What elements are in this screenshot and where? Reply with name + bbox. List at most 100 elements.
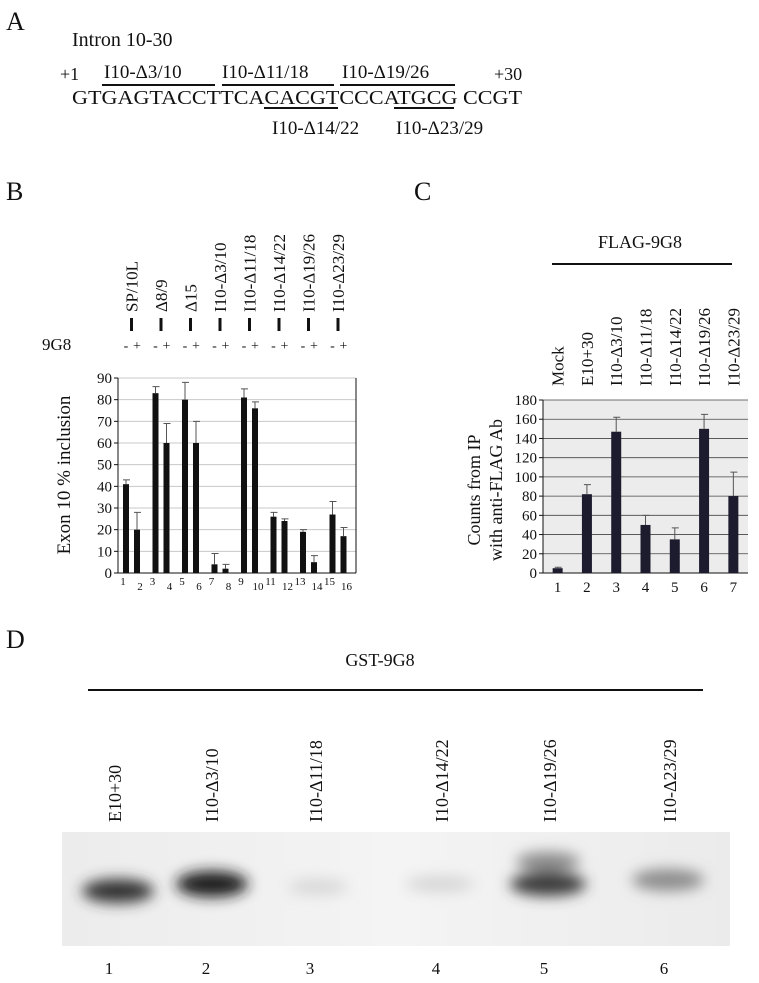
bar xyxy=(211,564,218,573)
x-tick-label: 1 xyxy=(554,580,562,596)
gel xyxy=(62,832,730,946)
group-label: Δ15 xyxy=(182,284,201,312)
bar xyxy=(241,397,247,573)
lane-number: 2 xyxy=(202,959,211,978)
x-tick-label: 4 xyxy=(642,580,650,596)
error-bar xyxy=(241,388,248,398)
x-tick-label: 1 xyxy=(120,576,126,588)
x-tick-label: 11 xyxy=(265,576,276,588)
lane-label: I10-Δ23/29 xyxy=(660,739,680,822)
x-tick-label: 6 xyxy=(700,580,708,596)
treatment: - xyxy=(242,339,247,354)
y-tick-label: 60 xyxy=(97,436,112,452)
bar xyxy=(581,494,592,573)
sample-label: I10-Δ3/10 xyxy=(607,317,626,386)
y-axis-label: Counts from IP xyxy=(464,434,484,545)
y-tick-label: 120 xyxy=(515,451,538,467)
treatment-label: 9G8 xyxy=(42,335,71,354)
y-tick-label: 80 xyxy=(97,393,112,409)
panel-label: D xyxy=(6,625,25,654)
y-tick-label: 140 xyxy=(515,431,538,447)
bar xyxy=(329,514,336,573)
lane-number: 6 xyxy=(660,959,669,978)
lane-number: 5 xyxy=(540,959,549,978)
error-bar xyxy=(152,386,160,394)
bar xyxy=(281,521,288,573)
error-bar xyxy=(583,484,591,495)
x-tick-label: 15 xyxy=(324,576,336,588)
y-axis-label: Exon 10 % inclusion xyxy=(54,395,75,554)
group-label: I10-Δ23/29 xyxy=(329,234,348,312)
x-tick-label: 7 xyxy=(209,576,215,588)
error-bar xyxy=(311,555,318,563)
y-tick-label: 10 xyxy=(97,544,112,560)
treatment: - xyxy=(301,339,306,354)
y-tick-label: 160 xyxy=(515,412,538,428)
error-bar xyxy=(123,479,130,485)
treatment: - xyxy=(153,339,158,354)
y-tick-label: 40 xyxy=(522,528,537,544)
treatment: + xyxy=(251,339,259,354)
y-tick-label: 90 xyxy=(97,371,112,387)
panel-label: B xyxy=(6,177,23,206)
sample-label: I10-Δ23/29 xyxy=(724,308,743,386)
x-tick-label: 6 xyxy=(196,581,202,593)
sample-label: E10+30 xyxy=(578,332,597,386)
treatment: - xyxy=(330,339,335,354)
y-tick-label: 60 xyxy=(522,508,537,524)
treatment: + xyxy=(281,339,289,354)
error-bar xyxy=(671,527,679,540)
error-bar xyxy=(270,511,278,517)
x-tick-label: 13 xyxy=(295,576,307,588)
error-bar xyxy=(182,381,189,400)
bar xyxy=(270,516,277,573)
error-bar xyxy=(613,416,621,432)
treatment: - xyxy=(183,339,188,354)
y-tick-label: 20 xyxy=(97,523,112,539)
x-tick-label: 9 xyxy=(238,576,244,588)
y-tick-label: 20 xyxy=(522,547,537,563)
gel-header: GST-9G8 xyxy=(345,650,414,670)
bar xyxy=(123,484,129,573)
y-tick-label: 30 xyxy=(97,501,112,517)
treatment: + xyxy=(340,339,348,354)
deletion-underlines xyxy=(102,84,455,109)
sequence-start: +1 xyxy=(60,64,79,84)
x-tick-label: 4 xyxy=(167,581,173,593)
deletion-label: I10-Δ14/22 xyxy=(272,118,359,139)
bar xyxy=(552,568,563,573)
bar xyxy=(252,408,258,573)
bar xyxy=(340,536,347,573)
error-bar xyxy=(163,423,171,443)
x-tick-label: 7 xyxy=(730,580,738,596)
error-bar xyxy=(701,413,709,429)
x-tick-label: 5 xyxy=(671,580,679,596)
x-tick-label: 10 xyxy=(253,581,265,593)
bar xyxy=(311,562,317,573)
y-tick-label: 70 xyxy=(97,414,112,430)
x-tick-label: 2 xyxy=(137,581,143,593)
lane-label: I10-Δ14/22 xyxy=(432,739,452,822)
group-label: I10-Δ14/22 xyxy=(270,234,289,312)
y-tick-label: 50 xyxy=(97,458,112,474)
sequence-end: +30 xyxy=(494,64,522,84)
bar xyxy=(152,393,159,573)
chart-header: FLAG-9G8 xyxy=(598,232,682,252)
bar xyxy=(669,539,680,573)
bar xyxy=(182,399,188,573)
x-tick-label: 14 xyxy=(312,581,324,593)
bar xyxy=(134,529,140,573)
lane-label: I10-Δ19/26 xyxy=(540,739,560,822)
panel-label: C xyxy=(414,177,431,206)
lane-label: I10-Δ11/18 xyxy=(306,740,326,822)
deletion-label: I10-Δ19/26 xyxy=(342,62,429,83)
error-bar xyxy=(252,401,259,409)
x-tick-label: 12 xyxy=(282,581,293,593)
lane-label: I10-Δ3/10 xyxy=(202,748,222,822)
error-bar xyxy=(193,420,200,443)
sample-label: I10-Δ19/26 xyxy=(695,308,714,386)
bar xyxy=(640,524,651,573)
treatment: + xyxy=(192,339,200,354)
x-tick-label: 8 xyxy=(226,581,232,593)
